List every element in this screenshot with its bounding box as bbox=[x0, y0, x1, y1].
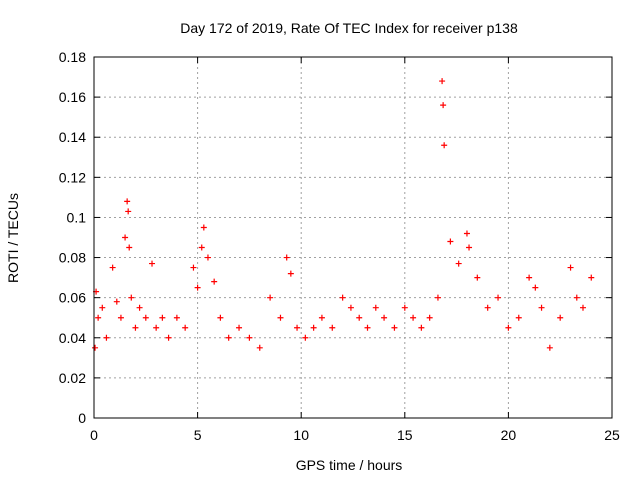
data-point bbox=[132, 324, 139, 331]
data-point bbox=[447, 238, 454, 245]
x-tick-label: 25 bbox=[604, 427, 620, 443]
data-point bbox=[579, 304, 586, 311]
y-tick-label: 0.14 bbox=[59, 129, 86, 145]
data-point bbox=[92, 344, 99, 351]
data-point bbox=[329, 324, 336, 331]
x-tick-label: 15 bbox=[397, 427, 413, 443]
data-point bbox=[267, 294, 274, 301]
data-point bbox=[310, 324, 317, 331]
data-point bbox=[455, 260, 462, 267]
data-point bbox=[283, 254, 290, 261]
data-point bbox=[142, 314, 149, 321]
data-point bbox=[440, 102, 447, 109]
y-tick-label: 0.08 bbox=[59, 250, 86, 266]
y-tick-label: 0.18 bbox=[59, 49, 86, 65]
data-point bbox=[418, 324, 425, 331]
grid-lines bbox=[94, 57, 612, 418]
data-point bbox=[246, 334, 253, 341]
data-point bbox=[410, 314, 417, 321]
data-point bbox=[126, 244, 133, 251]
data-point bbox=[236, 324, 243, 331]
y-tick-label: 0.1 bbox=[67, 209, 87, 225]
data-point bbox=[588, 274, 595, 281]
data-point bbox=[532, 284, 539, 291]
data-point bbox=[149, 260, 156, 267]
data-point bbox=[165, 334, 172, 341]
x-tick-label: 20 bbox=[501, 427, 517, 443]
chart-title: Day 172 of 2019, Rate Of TEC Index for r… bbox=[180, 20, 518, 36]
data-point bbox=[190, 264, 197, 271]
data-point bbox=[256, 344, 263, 351]
y-tick-label: 0 bbox=[78, 410, 86, 426]
x-tick-label: 5 bbox=[194, 427, 202, 443]
data-point bbox=[103, 334, 110, 341]
data-point bbox=[95, 314, 102, 321]
data-point bbox=[318, 314, 325, 321]
data-point bbox=[515, 314, 522, 321]
data-point bbox=[211, 278, 218, 285]
y-tick-label: 0.02 bbox=[59, 370, 86, 386]
data-point bbox=[526, 274, 533, 281]
data-point bbox=[125, 208, 132, 215]
data-point bbox=[573, 294, 580, 301]
data-point bbox=[113, 298, 120, 305]
data-point bbox=[356, 314, 363, 321]
data-point bbox=[439, 78, 446, 85]
data-point bbox=[153, 324, 160, 331]
data-point bbox=[441, 142, 448, 149]
data-point bbox=[117, 314, 124, 321]
axis-ticks: 0 0.02 0.04 0.06 0.08 0.1 0.12 0.14 0.16 0.18 0 5 10… bbox=[59, 49, 620, 443]
y-tick-label: 0.16 bbox=[59, 89, 86, 105]
x-tick-label: 10 bbox=[293, 427, 309, 443]
data-point bbox=[173, 314, 180, 321]
data-point bbox=[557, 314, 564, 321]
data-point bbox=[225, 334, 232, 341]
data-point bbox=[466, 244, 473, 251]
data-point bbox=[463, 230, 470, 237]
data-point bbox=[546, 344, 553, 351]
data-point bbox=[136, 304, 143, 311]
data-point bbox=[434, 294, 441, 301]
x-tick-label: 0 bbox=[90, 427, 98, 443]
data-point bbox=[567, 264, 574, 271]
data-point bbox=[122, 234, 129, 241]
y-tick-label: 0.12 bbox=[59, 169, 86, 185]
data-point bbox=[109, 264, 116, 271]
data-point bbox=[372, 304, 379, 311]
data-point bbox=[128, 294, 135, 301]
data-point bbox=[99, 304, 106, 311]
data-points bbox=[92, 78, 595, 351]
data-point bbox=[302, 334, 309, 341]
y-axis-label: ROTI / TECUs bbox=[5, 193, 21, 283]
data-point bbox=[277, 314, 284, 321]
data-point bbox=[401, 304, 408, 311]
plot-frame bbox=[93, 56, 613, 419]
data-point bbox=[381, 314, 388, 321]
data-point bbox=[495, 294, 502, 301]
data-point bbox=[391, 324, 398, 331]
x-axis-label: GPS time / hours bbox=[296, 457, 403, 473]
data-point bbox=[294, 324, 301, 331]
data-point bbox=[198, 244, 205, 251]
data-point bbox=[204, 254, 211, 261]
data-point bbox=[200, 224, 207, 231]
data-point bbox=[124, 198, 131, 205]
data-point bbox=[287, 270, 294, 277]
y-tick-label: 0.06 bbox=[59, 290, 86, 306]
data-point bbox=[182, 324, 189, 331]
data-point bbox=[339, 294, 346, 301]
data-point bbox=[426, 314, 433, 321]
data-point bbox=[474, 274, 481, 281]
y-tick-label: 0.04 bbox=[59, 330, 86, 346]
data-point bbox=[217, 314, 224, 321]
data-point bbox=[159, 314, 166, 321]
data-point bbox=[484, 304, 491, 311]
data-point bbox=[364, 324, 371, 331]
data-point bbox=[538, 304, 545, 311]
data-point bbox=[347, 304, 354, 311]
data-point bbox=[194, 284, 201, 291]
data-point bbox=[505, 324, 512, 331]
